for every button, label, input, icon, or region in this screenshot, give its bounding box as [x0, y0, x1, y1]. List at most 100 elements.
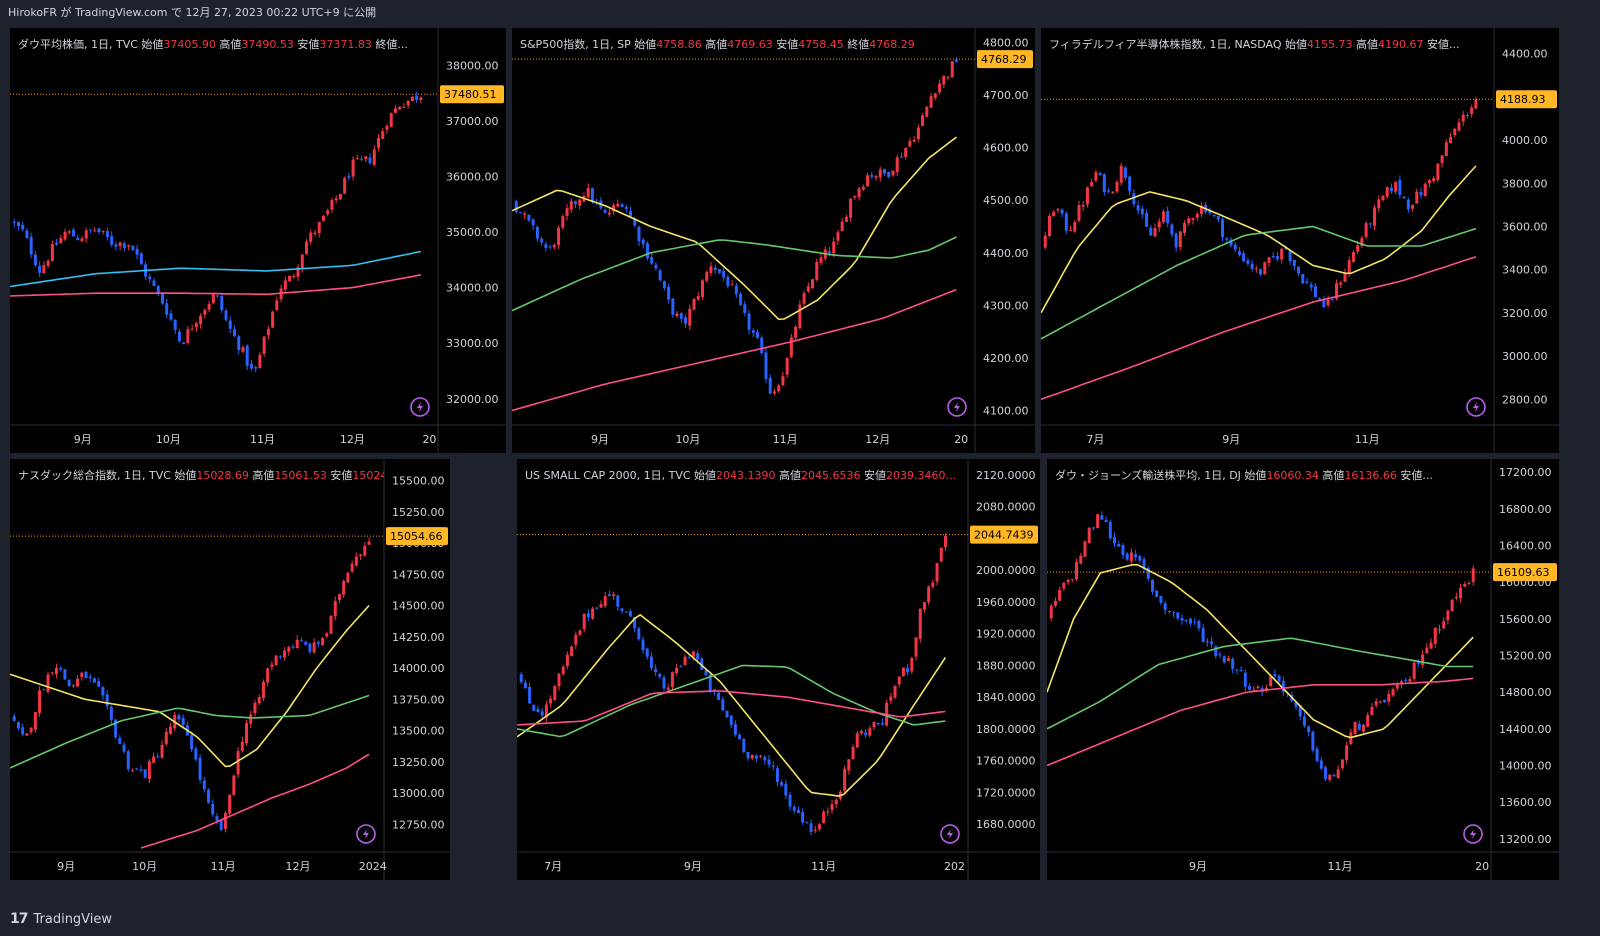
candle-down [131, 245, 135, 252]
candle-down [1368, 222, 1372, 229]
candle-body [241, 347, 245, 352]
candle-body [292, 276, 296, 278]
last-price-label: 15054.66 [390, 530, 443, 543]
tradingview-footer[interactable]: 17 TradingView [10, 908, 112, 930]
title-segment: 安値... [1423, 38, 1460, 51]
candle-body [747, 313, 751, 330]
candle-body [12, 716, 16, 721]
candle-up [54, 663, 58, 679]
candle-body [1242, 253, 1246, 262]
chart-panel[interactable]: 4400.004200.004000.003800.003600.003400.… [1041, 28, 1559, 453]
candle-body [518, 212, 522, 214]
chart-panel[interactable]: 4800.00 4700.00 4600.00 4500.00 4400.00 4300.… [512, 28, 1035, 453]
candle-up [29, 727, 33, 735]
candle-down [1271, 251, 1275, 259]
candle-up [781, 371, 785, 386]
candle-body [333, 601, 337, 617]
candle-body [1231, 658, 1235, 669]
y-tick-label: 1840.0000 [976, 691, 1036, 704]
candle-up [1374, 698, 1378, 709]
chart-panel[interactable]: 2120.00002080.00002040.00002000.00001960… [517, 459, 1040, 880]
candle-down [109, 705, 113, 725]
candle-up [893, 685, 897, 700]
y-tick-label: 14000.00 [1499, 760, 1552, 773]
candle-body [164, 731, 168, 745]
candle-body [139, 769, 143, 771]
candle-body [861, 186, 865, 190]
candle-body [767, 759, 771, 765]
candle-down [245, 344, 249, 371]
candle-body [46, 674, 50, 693]
y-tick-label: 2080.0000 [976, 501, 1036, 514]
candle-down [796, 806, 800, 814]
candle-down [535, 225, 539, 242]
y-tick-label: 4400.00 [983, 247, 1029, 260]
candle-body [1111, 191, 1115, 194]
candle-up [266, 667, 270, 687]
candle-up [393, 105, 397, 114]
candle-body [1461, 114, 1465, 122]
candle-body [84, 230, 88, 239]
candle-up [190, 324, 194, 331]
candle-up [675, 310, 679, 319]
candle-up [935, 562, 939, 586]
candle-up [402, 102, 406, 109]
candle-body [262, 336, 266, 354]
candle-body [1153, 228, 1157, 237]
candle-up [283, 647, 287, 661]
candle-body [406, 100, 410, 106]
candle-body [1467, 583, 1471, 585]
candle-up [1058, 586, 1062, 602]
candle-body [1474, 99, 1478, 109]
y-tick-label: 15600.00 [1499, 613, 1552, 626]
candle-body [1087, 527, 1091, 543]
candle-down [729, 714, 733, 729]
candle-body [1432, 178, 1436, 182]
candle-body [110, 235, 114, 245]
candle-body [1335, 283, 1339, 299]
chart-panel[interactable]: 17200.00 16800.00 16400.00 16000.00 15600.00… [1047, 459, 1559, 880]
candle-body [1377, 199, 1381, 209]
candle-up [207, 300, 211, 313]
candle-down [1406, 197, 1410, 213]
candle-up [1366, 712, 1370, 728]
candle-body [1064, 213, 1068, 231]
candle-up [943, 533, 947, 552]
candle-body [127, 245, 131, 247]
candle-body [565, 654, 569, 667]
title-segment: 終値 [843, 38, 870, 51]
candle-up [351, 156, 355, 181]
candle-body [855, 733, 859, 748]
y-tick-label: 14500.00 [392, 600, 445, 613]
candle-body [156, 756, 160, 758]
chart-panel[interactable]: 38000.00 37000.00 36000.00 35000.00 34000.00… [10, 28, 506, 453]
candle-up [565, 203, 569, 221]
x-tick-label: 202 [944, 860, 965, 873]
candle-body [771, 765, 775, 767]
candle-body [780, 782, 784, 786]
candle-up [1459, 583, 1463, 603]
y-tick-label: 38000.00 [446, 59, 499, 72]
candle-down [316, 640, 320, 648]
candle-up [675, 663, 679, 676]
candle-body [1166, 211, 1170, 224]
candle-body [1134, 554, 1138, 558]
candle-body [1368, 223, 1372, 225]
candle-up [569, 198, 573, 213]
candle-body [80, 238, 84, 242]
candle-body [59, 237, 63, 244]
candle-up [1446, 609, 1450, 625]
candle-up [1178, 231, 1182, 251]
candle-up [1075, 558, 1079, 582]
candle-down [1305, 278, 1309, 285]
candle-body [1121, 545, 1125, 556]
candle-down [1197, 619, 1201, 632]
candle-body [1060, 209, 1064, 214]
candle-body [152, 756, 156, 763]
candle-body [278, 656, 282, 658]
chart-panel[interactable]: 15500.0015250.0015000.0014750.0014500.00… [10, 459, 450, 880]
candle-down [1250, 259, 1254, 272]
y-tick-label: 1760.0000 [976, 755, 1036, 768]
candle-body [595, 607, 599, 609]
candle-body [1351, 252, 1355, 262]
